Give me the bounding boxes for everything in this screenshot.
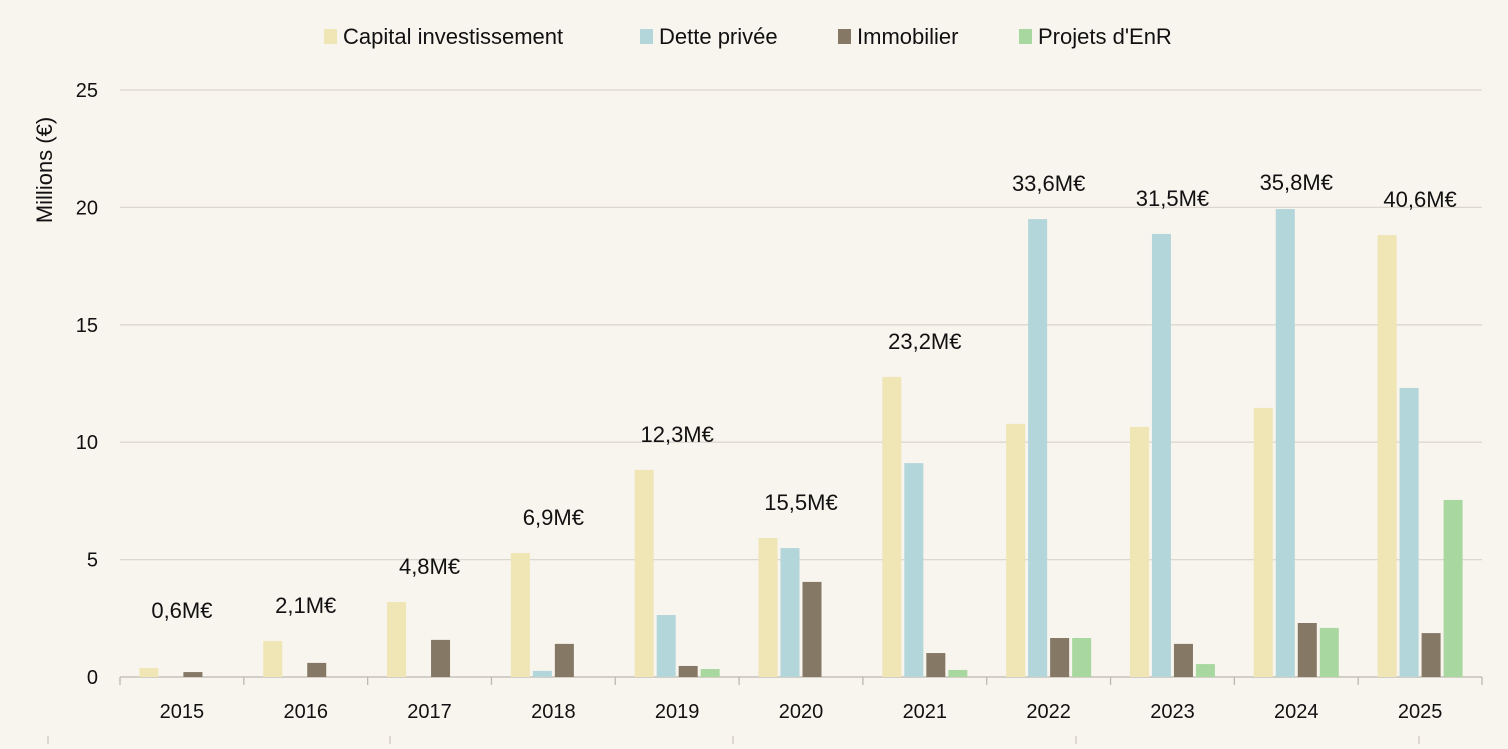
total-label: 40,6M€ (1383, 187, 1456, 212)
bar-projets-d-enr-2023 (1195, 664, 1215, 677)
x-tick-label: 2016 (283, 701, 328, 723)
bar-projets-d-enr-2022 (1072, 638, 1092, 677)
legend-swatch (640, 29, 653, 44)
bar-immobilier-2016 (307, 662, 327, 677)
y-axis: 0 5 10 15 20 25 (76, 80, 98, 689)
bar-capital-investissement-2019 (634, 469, 654, 677)
y-tick-label: 10 (76, 432, 98, 454)
total-label: 4,8M€ (399, 554, 460, 579)
total-label: 6,9M€ (523, 505, 584, 530)
bar-dette-priv-e-2022 (1028, 219, 1048, 677)
bar-capital-investissement-2020 (758, 537, 778, 677)
bar-dette-priv-e-2023 (1151, 233, 1171, 677)
bar-dette-priv-e-2018 (532, 670, 552, 677)
bar-projets-d-enr-2021 (948, 669, 968, 677)
bar-capital-investissement-2015 (139, 668, 159, 677)
x-tick-label: 2024 (1274, 701, 1319, 723)
gridlines (47, 89, 1483, 744)
bar-immobilier-2021 (926, 653, 946, 677)
x-tick-label: 2022 (1026, 701, 1071, 723)
x-tick-label: 2023 (1150, 701, 1195, 723)
y-axis-label: Millions (€) (32, 117, 57, 223)
y-tick-label: 25 (76, 80, 98, 102)
x-tick-label: 2018 (531, 701, 576, 723)
total-label: 12,3M€ (640, 422, 713, 447)
bar-capital-investissement-2021 (882, 376, 902, 677)
y-tick-label: 0 (87, 667, 98, 689)
x-axis: 2015 2016 2017 2018 2019 2020 2021 2022 2023 2024… (160, 701, 1443, 723)
legend-label: Projets d'EnR (1038, 24, 1172, 49)
bar-capital-investissement-2025 (1377, 235, 1397, 678)
bar-dette-priv-e-2019 (656, 615, 676, 677)
total-label: 35,8M€ (1260, 170, 1333, 195)
bar-projets-d-enr-2019 (700, 669, 720, 677)
bar-capital-investissement-2016 (263, 641, 283, 677)
bar-dette-priv-e-2024 (1275, 209, 1295, 678)
total-label: 33,6M€ (1012, 171, 1085, 196)
legend-swatch (324, 29, 337, 44)
y-tick-label: 5 (87, 550, 98, 572)
total-label: 23,2M€ (888, 329, 961, 354)
total-label: 0,6M€ (151, 598, 212, 623)
bar-projets-d-enr-2024 (1319, 627, 1339, 677)
bar-dette-priv-e-2021 (904, 463, 924, 677)
bar-projets-d-enr-2025 (1443, 499, 1463, 677)
legend-label: Dette privée (659, 24, 778, 49)
bar-immobilier-2025 (1421, 633, 1441, 677)
legend: Capital investissement Dette privée Immobi… (324, 24, 1172, 49)
bar-dette-priv-e-2025 (1399, 387, 1419, 677)
bar-capital-investissement-2022 (1006, 423, 1026, 677)
x-tick-label: 2025 (1398, 701, 1443, 723)
x-tick-label: 2020 (779, 701, 824, 723)
x-tick-label: 2015 (160, 701, 205, 723)
bar-capital-investissement-2017 (387, 602, 407, 677)
total-label: 15,5M€ (764, 490, 837, 515)
bar-capital-investissement-2023 (1129, 426, 1149, 677)
bar-immobilier-2018 (554, 643, 574, 677)
total-label: 2,1M€ (275, 593, 336, 618)
legend-label: Capital investissement (343, 24, 563, 49)
legend-swatch (1019, 29, 1032, 44)
bar-immobilier-2020 (802, 581, 822, 677)
bar-immobilier-2019 (678, 665, 698, 677)
bar-immobilier-2015 (183, 672, 203, 677)
legend-label: Immobilier (857, 24, 958, 49)
legend-swatch (838, 29, 851, 44)
bar-capital-investissement-2024 (1253, 407, 1273, 677)
x-tick-label: 2021 (903, 701, 948, 723)
bar-capital-investissement-2018 (510, 553, 530, 677)
bar-immobilier-2024 (1297, 622, 1317, 677)
y-tick-label: 15 (76, 315, 98, 337)
x-tick-label: 2017 (407, 701, 452, 723)
bars (139, 209, 1463, 678)
x-tick-label: 2019 (655, 701, 700, 723)
bar-immobilier-2022 (1050, 638, 1070, 677)
total-label: 31,5M€ (1136, 186, 1209, 211)
bar-dette-priv-e-2020 (780, 548, 800, 677)
total-labels: 0,6M€ 2,1M€ 4,8M€ 6,9M€ 12,3M€ 15,5M€ 23,2M€ 33… (151, 170, 1456, 623)
y-tick-label: 20 (76, 197, 98, 219)
bar-immobilier-2017 (431, 639, 451, 677)
bar-immobilier-2023 (1173, 643, 1193, 677)
